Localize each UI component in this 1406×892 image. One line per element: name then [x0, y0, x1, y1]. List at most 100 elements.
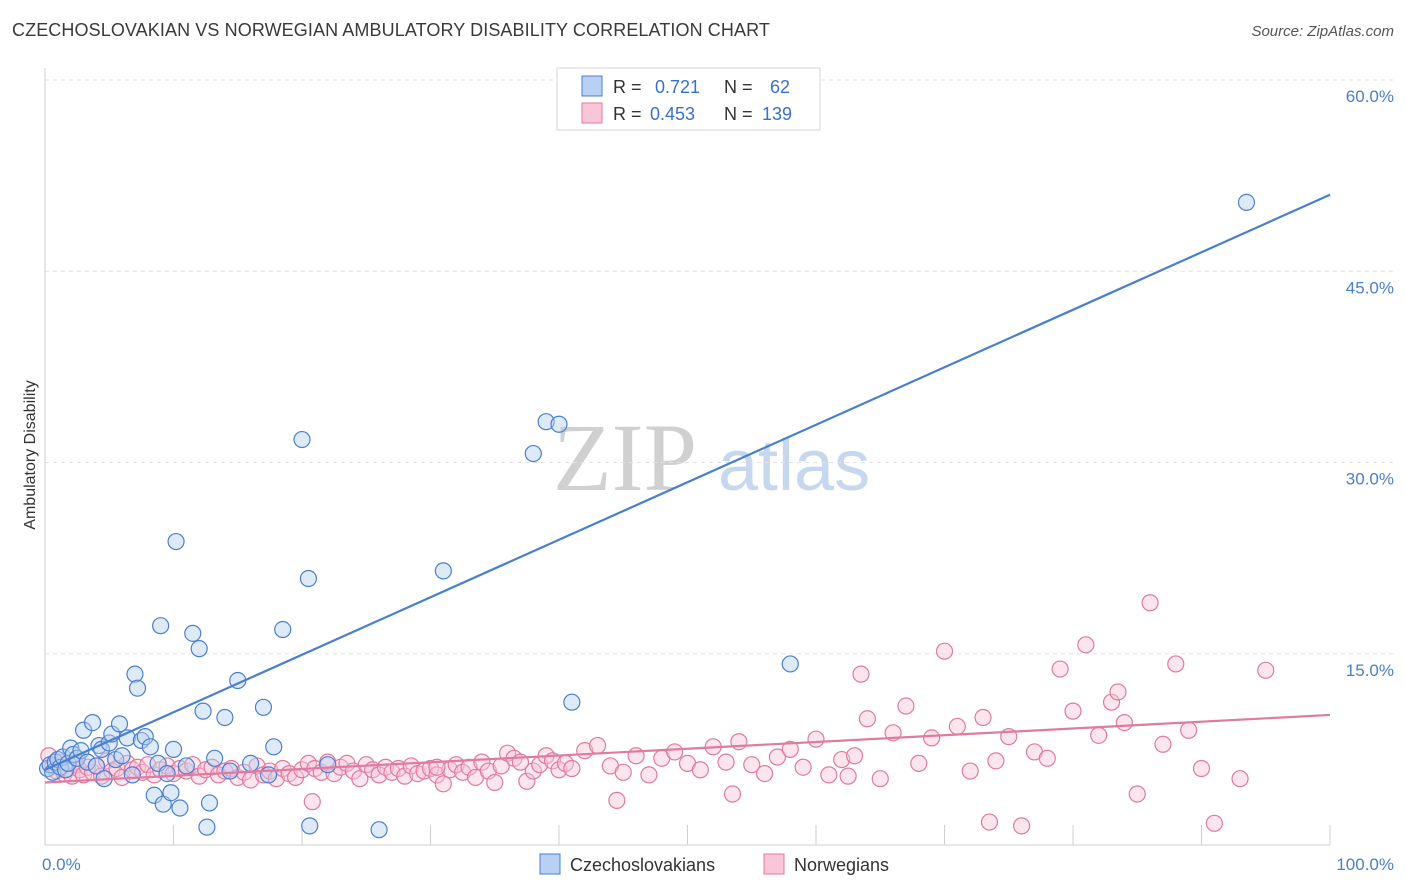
norwegian-point: [910, 754, 928, 773]
czechoslovakian-point: [216, 708, 234, 727]
norwegian-point: [755, 764, 774, 783]
czechoslovakian-point: [152, 617, 170, 635]
norwegian-point: [1128, 785, 1146, 803]
norwegian-point: [1038, 749, 1056, 767]
watermark-atlas: atlas: [718, 426, 870, 506]
norwegian-point: [608, 791, 626, 809]
norwegian-point: [473, 753, 491, 771]
czechoslovakian-point: [128, 679, 147, 697]
norwegian-point: [1231, 770, 1249, 788]
norwegian-point: [871, 770, 889, 788]
norwegian-point: [614, 763, 632, 781]
czechoslovakian-point: [83, 713, 102, 732]
norwegian-point: [807, 730, 825, 748]
norwegian-point: [1051, 660, 1069, 678]
norwegian-point: [980, 813, 999, 831]
czechoslovakian-point: [200, 794, 219, 812]
norwegian-point: [666, 743, 684, 761]
x-axis-ticks: 0.0% 100.0%: [42, 825, 1394, 874]
y-tick-label: 45.0%: [1346, 278, 1394, 297]
norwegian-point: [1090, 726, 1108, 744]
czechoslovakian-point: [259, 766, 278, 784]
legend-r-value: 0.453: [650, 104, 695, 124]
norwegian-point: [768, 748, 787, 766]
czechoslovakian-point: [254, 698, 273, 716]
czechoslovakian-point: [110, 715, 129, 733]
norwegian-point: [948, 717, 966, 736]
norwegian-point: [1167, 655, 1185, 673]
norwegian-point: [303, 793, 321, 811]
norwegian-point: [974, 708, 992, 727]
norwegian-point: [852, 665, 870, 683]
legend-n-label: N =: [724, 77, 753, 97]
norwegian-point: [897, 697, 915, 715]
czechoslovakian-point: [164, 740, 183, 758]
norwegian-point: [961, 762, 979, 780]
legend-r-label: R =: [613, 77, 642, 97]
czechoslovakian-point: [136, 728, 154, 746]
norwegian-point: [550, 761, 568, 779]
norwegian-point: [794, 758, 812, 776]
norwegian-point: [563, 759, 581, 778]
czechoslovakian-point: [1237, 193, 1256, 211]
norwegian-point: [723, 785, 742, 803]
czechoslovakian-point: [434, 562, 452, 580]
czechoslovakian-point: [206, 749, 224, 767]
czechoslovakians-trend-line: [44, 193, 1331, 771]
czechoslovakian-point: [190, 640, 208, 658]
chart-title: CZECHOSLOVAKIAN VS NORWEGIAN AMBULATORY …: [12, 20, 770, 40]
norwegian-point: [1180, 721, 1198, 739]
norwegian-point: [434, 775, 452, 793]
y-axis-ticks: 15.0% 30.0% 45.0% 60.0%: [1346, 87, 1394, 680]
norwegian-point: [640, 766, 658, 784]
norwegian-point: [1141, 594, 1159, 612]
norwegian-point: [524, 762, 542, 780]
legend-n-value: 62: [770, 77, 790, 97]
norwegian-point: [588, 736, 607, 755]
czechoslovakian-point: [319, 756, 337, 774]
czechoslovakian-point: [221, 762, 239, 780]
czechoslovakian-point: [158, 764, 176, 783]
czechoslovakian-point: [293, 430, 311, 449]
y-axis-label: Ambulatory Disability: [22, 380, 39, 529]
trend-lines: [44, 193, 1331, 784]
czechoslovakian-point: [370, 821, 388, 839]
czechoslovakian-point: [563, 693, 581, 711]
norwegian-point: [325, 764, 343, 783]
norwegian-point: [987, 752, 1005, 770]
x-tick-label: 0.0%: [42, 855, 81, 874]
norwegian-point: [486, 773, 504, 792]
norwegian-point: [781, 740, 799, 758]
norwegian-point: [845, 747, 864, 765]
czechoslovakian-point: [141, 738, 159, 756]
gridlines: [45, 79, 1395, 655]
czechoslovakian-point: [162, 784, 180, 802]
czechoslovakian-point: [113, 747, 131, 765]
czechoslovakian-point: [524, 444, 542, 463]
norwegian-point: [1077, 636, 1095, 654]
czechoslovakian-point: [265, 738, 283, 756]
x-tick-label: 100.0%: [1336, 855, 1394, 874]
czechoslovakian-point: [145, 786, 163, 804]
norwegian-point: [717, 753, 735, 771]
czechoslovakian-point: [301, 817, 319, 835]
czechoslovakian-point: [177, 757, 195, 775]
norwegian-point: [923, 729, 941, 747]
y-tick-label: 30.0%: [1346, 470, 1394, 489]
norwegian-point: [1064, 702, 1082, 720]
legend-swatch-czechoslovakians: [581, 75, 603, 97]
norwegian-point: [1115, 713, 1134, 732]
bottom-legend-norwegians: Norwegians: [794, 855, 889, 875]
bottom-legend-swatch-norwegians: [763, 853, 785, 875]
legend-r-value: 0.721: [655, 77, 700, 97]
norwegian-point: [1154, 735, 1172, 753]
norwegian-point: [691, 761, 709, 779]
czechoslovakian-point: [87, 757, 106, 775]
czechoslovakian-point: [242, 754, 260, 773]
czechoslovakian-point: [550, 415, 568, 433]
czechoslovakian-point: [194, 702, 212, 720]
legend-n-label: N =: [724, 104, 753, 124]
norwegian-point: [1109, 683, 1127, 701]
y-tick-label: 15.0%: [1346, 661, 1394, 680]
norwegian-point: [839, 767, 857, 785]
